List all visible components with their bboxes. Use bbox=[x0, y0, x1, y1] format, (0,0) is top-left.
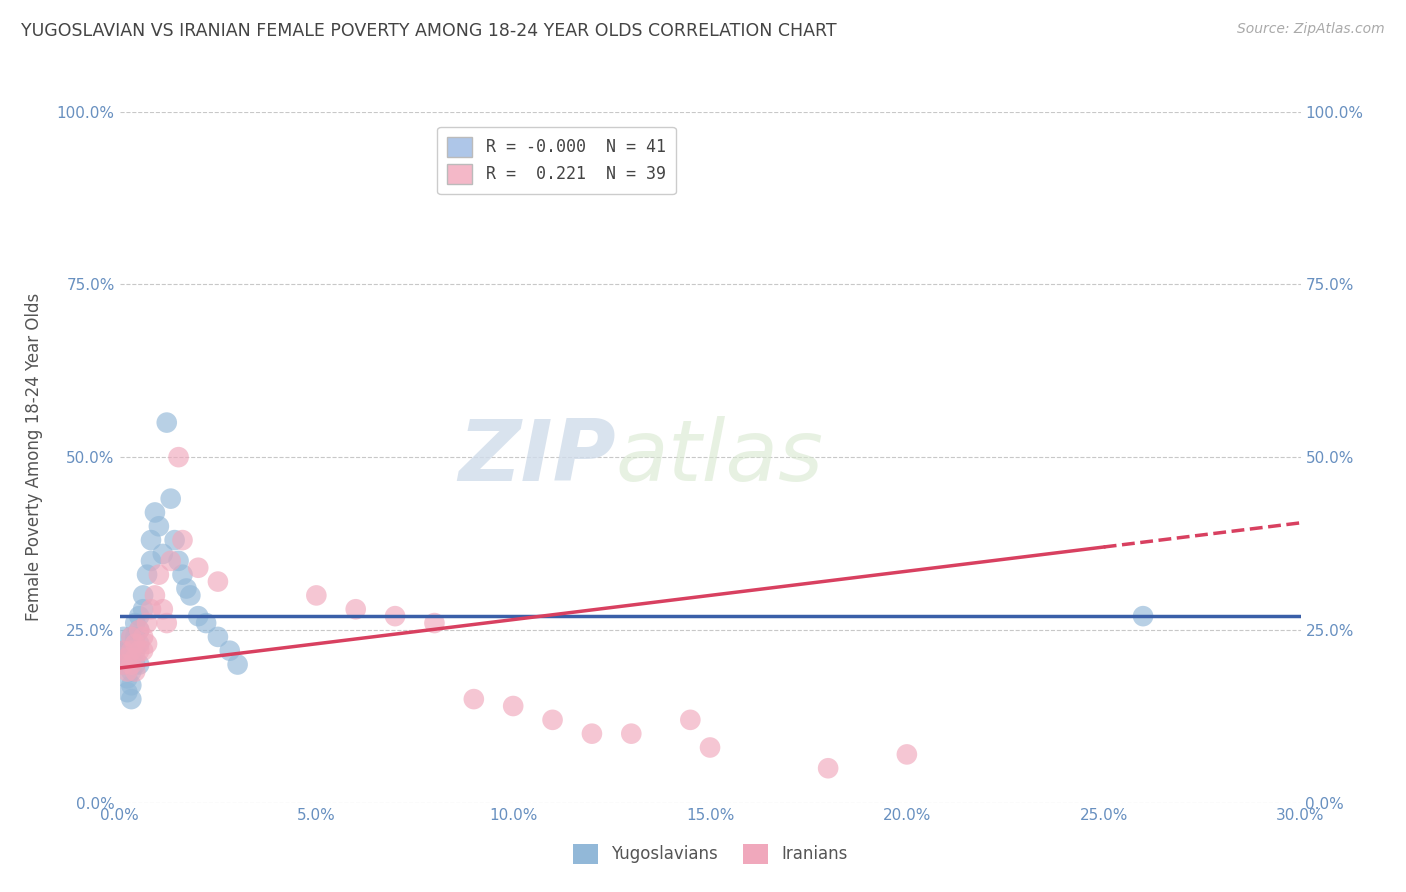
Point bbox=[305, 589, 328, 603]
Point bbox=[120, 657, 142, 672]
Point bbox=[132, 630, 155, 644]
Point bbox=[344, 602, 367, 616]
Point bbox=[384, 609, 406, 624]
Point bbox=[817, 761, 839, 775]
Point bbox=[120, 678, 142, 692]
Point bbox=[226, 657, 249, 672]
Point bbox=[187, 609, 209, 624]
Text: YUGOSLAVIAN VS IRANIAN FEMALE POVERTY AMONG 18-24 YEAR OLDS CORRELATION CHART: YUGOSLAVIAN VS IRANIAN FEMALE POVERTY AM… bbox=[21, 22, 837, 40]
Point bbox=[112, 657, 135, 672]
Point bbox=[176, 582, 198, 596]
Point bbox=[148, 519, 170, 533]
Point bbox=[120, 644, 142, 658]
Point bbox=[163, 533, 186, 548]
Point bbox=[143, 505, 166, 519]
Text: Source: ZipAtlas.com: Source: ZipAtlas.com bbox=[1237, 22, 1385, 37]
Point bbox=[112, 644, 135, 658]
Point bbox=[112, 657, 135, 672]
Point bbox=[187, 561, 209, 575]
Point bbox=[679, 713, 702, 727]
Point bbox=[156, 416, 179, 430]
Point bbox=[156, 615, 179, 630]
Point bbox=[152, 547, 174, 561]
Point bbox=[152, 602, 174, 616]
Point bbox=[120, 630, 142, 644]
Point bbox=[132, 589, 155, 603]
Point bbox=[581, 726, 603, 740]
Point bbox=[139, 554, 162, 568]
Point bbox=[128, 657, 150, 672]
Point bbox=[120, 630, 142, 644]
Point bbox=[136, 615, 159, 630]
Point bbox=[172, 533, 194, 548]
Point bbox=[117, 644, 139, 658]
Legend: Yugoslavians, Iranians: Yugoslavians, Iranians bbox=[567, 837, 853, 871]
Point bbox=[124, 644, 146, 658]
Point bbox=[117, 650, 139, 665]
Point bbox=[112, 630, 135, 644]
Point bbox=[124, 630, 146, 644]
Point bbox=[128, 644, 150, 658]
Point bbox=[120, 692, 142, 706]
Text: ZIP: ZIP bbox=[458, 416, 616, 499]
Point bbox=[159, 554, 181, 568]
Text: atlas: atlas bbox=[616, 416, 824, 499]
Point bbox=[896, 747, 918, 762]
Point bbox=[167, 554, 190, 568]
Point bbox=[139, 533, 162, 548]
Point bbox=[112, 644, 135, 658]
Point bbox=[117, 685, 139, 699]
Point bbox=[124, 657, 146, 672]
Point bbox=[172, 567, 194, 582]
Point bbox=[207, 574, 229, 589]
Point bbox=[117, 657, 139, 672]
Point bbox=[124, 637, 146, 651]
Point bbox=[128, 609, 150, 624]
Point bbox=[195, 615, 218, 630]
Point bbox=[132, 644, 155, 658]
Point bbox=[117, 672, 139, 686]
Point bbox=[502, 699, 524, 714]
Point bbox=[179, 589, 201, 603]
Point bbox=[128, 623, 150, 637]
Point bbox=[207, 630, 229, 644]
Point bbox=[463, 692, 485, 706]
Point bbox=[128, 637, 150, 651]
Point bbox=[218, 644, 240, 658]
Point bbox=[128, 623, 150, 637]
Point bbox=[1132, 609, 1154, 624]
Point bbox=[132, 602, 155, 616]
Point bbox=[124, 665, 146, 679]
Point bbox=[139, 602, 162, 616]
Point bbox=[699, 740, 721, 755]
Point bbox=[159, 491, 181, 506]
Point bbox=[120, 665, 142, 679]
Point bbox=[120, 644, 142, 658]
Point bbox=[423, 615, 446, 630]
Point bbox=[136, 567, 159, 582]
Point bbox=[541, 713, 564, 727]
Point bbox=[117, 665, 139, 679]
Point bbox=[620, 726, 643, 740]
Point bbox=[167, 450, 190, 465]
Point bbox=[136, 637, 159, 651]
Point bbox=[143, 589, 166, 603]
Point bbox=[124, 615, 146, 630]
Point bbox=[148, 567, 170, 582]
Y-axis label: Female Poverty Among 18-24 Year Olds: Female Poverty Among 18-24 Year Olds bbox=[25, 293, 42, 621]
Point bbox=[124, 650, 146, 665]
